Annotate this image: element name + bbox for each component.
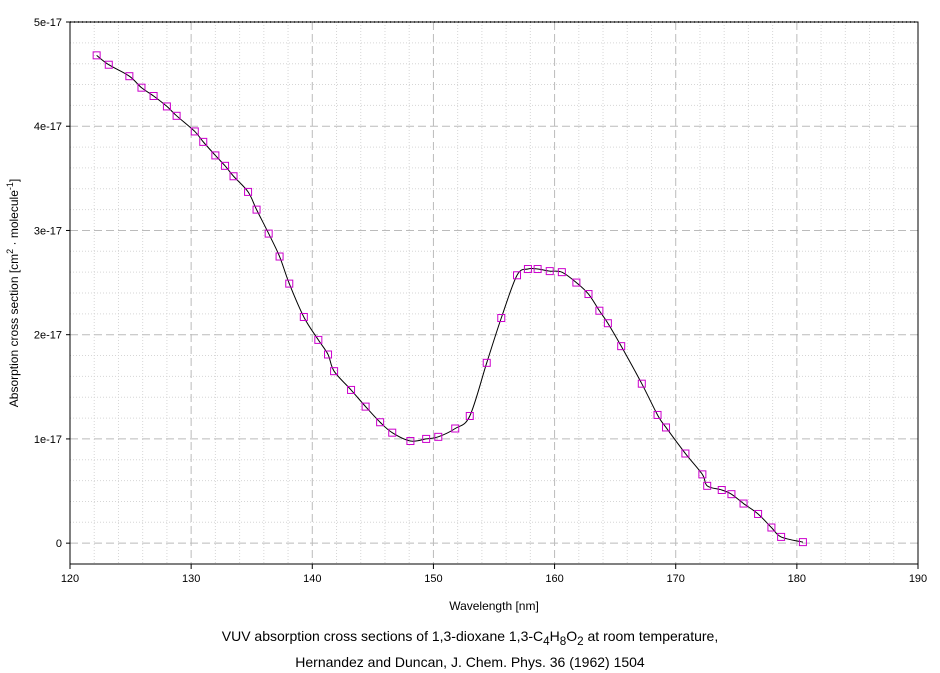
data-point-marker <box>347 385 356 394</box>
data-point-marker <box>703 481 712 490</box>
data-point-marker <box>767 523 776 532</box>
data-point-marker <box>92 51 101 60</box>
data-point-marker <box>557 268 566 277</box>
data-point-marker <box>275 252 284 261</box>
y-tick-label: 1e-17 <box>34 434 62 446</box>
data-point-marker <box>533 265 542 274</box>
data-point-marker <box>434 432 443 441</box>
data-point-marker <box>104 60 113 69</box>
data-point-marker <box>727 490 736 499</box>
y-tick-label: 2e-17 <box>34 330 62 342</box>
data-point-marker <box>162 102 171 111</box>
data-point-marker <box>637 379 646 388</box>
data-point-marker <box>244 187 253 196</box>
x-tick-label: 150 <box>424 573 442 585</box>
data-point-marker <box>572 278 581 287</box>
x-tick-label: 170 <box>667 573 685 585</box>
data-point-marker <box>314 335 323 344</box>
y-axis: 0 1e-17 2e-17 3e-17 4e-17 5e-17 <box>34 17 70 550</box>
data-point-marker <box>595 306 604 315</box>
data-point-marker <box>361 402 370 411</box>
chart: 120 130 140 150 160 170 180 190 0 1e-17 2e-17 3e-1… <box>5 17 927 613</box>
data-point-marker <box>324 350 333 359</box>
x-tick-label: 180 <box>788 573 806 585</box>
data-point-marker <box>513 271 522 280</box>
data-point-marker <box>229 172 238 181</box>
data-point-marker <box>754 509 763 518</box>
data-point-marker <box>662 423 671 432</box>
data-point-marker <box>285 279 294 288</box>
data-point-marker <box>603 319 612 328</box>
y-tick-label: 0 <box>56 538 62 550</box>
data-point-marker <box>299 312 308 321</box>
data-point-marker <box>406 437 415 446</box>
caption-line-2: Hernandez and Duncan, J. Chem. Phys. 36 … <box>295 653 645 670</box>
y-axis-title: Absorption cross section [cm2 · molecule… <box>5 179 21 407</box>
data-point-marker <box>199 137 208 146</box>
data-point-marker <box>252 205 261 214</box>
data-point-marker <box>777 532 786 541</box>
data-point-marker <box>584 290 593 299</box>
x-tick-label: 190 <box>909 573 927 585</box>
data-point-marker <box>190 127 199 136</box>
y-tick-label: 5e-17 <box>34 17 62 29</box>
data-point-marker <box>617 342 626 351</box>
x-tick-label: 160 <box>545 573 563 585</box>
data-point-marker <box>125 72 134 81</box>
data-point-marker <box>653 410 662 419</box>
x-axis-title: Wavelength [nm] <box>449 599 539 613</box>
data-point-marker <box>465 411 474 420</box>
data-point-marker <box>482 358 491 367</box>
data-point-marker <box>523 265 532 274</box>
data-point-marker <box>264 229 273 238</box>
data-point-marker <box>211 151 220 160</box>
data-point-marker <box>376 418 385 427</box>
grid <box>70 21 918 564</box>
y-tick-label: 3e-17 <box>34 225 62 237</box>
data-point-marker <box>451 424 460 433</box>
data-point-marker <box>330 367 339 376</box>
y-tick-label: 4e-17 <box>34 121 62 133</box>
caption: VUV absorption cross sections of 1,3-dio… <box>0 626 940 673</box>
data-point-marker <box>388 428 397 437</box>
data-point-marker <box>497 314 506 323</box>
data-point-marker <box>739 499 748 508</box>
data-point-marker <box>149 92 158 100</box>
data-point-marker <box>698 470 707 479</box>
data-point-marker <box>545 267 554 276</box>
series-markers <box>92 51 807 547</box>
caption-line-1: VUV absorption cross sections of 1,3-dio… <box>221 628 719 648</box>
data-point-marker <box>717 486 726 494</box>
x-tick-label: 140 <box>303 573 321 585</box>
series-line <box>96 54 804 543</box>
x-tick-label: 130 <box>182 573 200 585</box>
data-point-marker <box>422 434 431 443</box>
data-point-marker <box>172 111 181 120</box>
x-axis: 120 130 140 150 160 170 180 190 <box>61 564 927 585</box>
data-point-marker <box>681 449 690 458</box>
x-tick-label: 120 <box>61 573 79 585</box>
data-point-marker <box>221 161 230 170</box>
data-point-marker <box>137 83 146 92</box>
data-point-marker <box>798 538 807 547</box>
